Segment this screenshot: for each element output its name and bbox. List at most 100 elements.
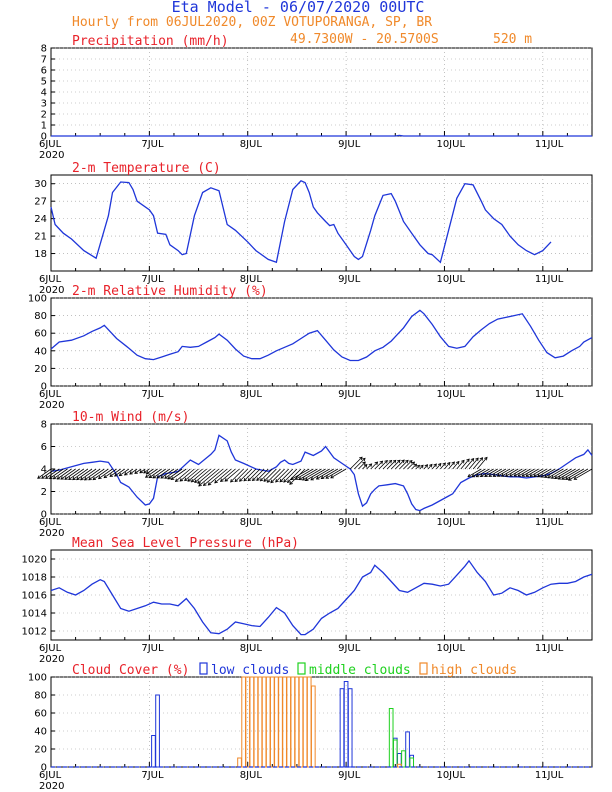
wind-arrow [467, 468, 482, 478]
wind-arrow [109, 468, 121, 477]
wind-arrow-head [83, 477, 88, 481]
wind-arrow-head [207, 481, 212, 486]
wind-arrow [98, 468, 113, 480]
wind-arrow [492, 468, 507, 477]
wind-arrow-head [388, 459, 393, 464]
wind-arrow-head [392, 459, 397, 464]
wind-arrow-head [143, 470, 147, 474]
cloud-bar [401, 750, 406, 768]
cloud-bar [269, 676, 275, 768]
wind-arrow-head [109, 473, 114, 477]
wind-arrow-head [279, 478, 284, 483]
cloud-bar [306, 676, 312, 768]
wind-arrow [203, 468, 224, 486]
wind-arrow-head [214, 479, 218, 484]
wind-arrow-head [379, 460, 384, 465]
wind-arrow-head [48, 475, 53, 480]
cloud-bar [274, 676, 279, 768]
x-year-label: 2020 [39, 400, 64, 411]
y-tick-label: 2 [41, 487, 47, 498]
wind-arrow [270, 468, 285, 483]
panel-4: 1012 1014 1016 1018 1020 6JUL 7JUL 8JUL 9JUL 10JU… [22, 536, 593, 665]
y-tick-label: 20 [34, 364, 47, 375]
wind-arrow-head [239, 478, 243, 482]
wind-arrow-head [384, 459, 388, 464]
wind-arrow [275, 468, 289, 483]
y-tick-label: 1 [41, 121, 47, 132]
wind-arrow-head [144, 474, 149, 478]
wind-arrow [289, 468, 306, 485]
y-tick-label: 1020 [22, 555, 47, 566]
wind-arrow [561, 468, 580, 480]
panel-title: 2-m Temperature (C) [72, 161, 221, 176]
wind-arrow [547, 468, 564, 479]
cloud-bar [392, 739, 398, 768]
legend-swatch [297, 662, 306, 675]
cloud-bar [155, 694, 160, 768]
wind-arrow-head [60, 476, 65, 480]
wind-arrow-head [41, 475, 45, 479]
wind-arrow-head [492, 473, 497, 477]
wind-arrow-head [64, 476, 68, 480]
wind-arrow-head [164, 475, 168, 479]
y-tick-label: 1012 [22, 627, 47, 638]
cloud-bar [253, 676, 259, 768]
cloud-bar [241, 676, 246, 768]
x-tick-label: 6JUL [39, 389, 62, 400]
wind-arrow [310, 468, 330, 481]
wind-arrow-head [179, 478, 184, 482]
wind-arrow-head [174, 478, 179, 482]
wind-arrow-head [294, 476, 299, 480]
wind-arrow-head [304, 477, 309, 482]
wind-arrow [103, 468, 117, 479]
wind-arrow [179, 468, 195, 482]
x-year-label: 2020 [39, 528, 64, 539]
wind-arrow-head [547, 474, 552, 479]
wind-arrow-head [509, 473, 513, 477]
wind-arrow [224, 468, 240, 482]
cloud-bar [151, 735, 156, 768]
wind-arrow-head [263, 478, 268, 482]
panel-3: 0 2 4 6 8 6JUL 7JUL 8JUL 9JUL 10JUL 11JUL 2020 10-m … [37, 410, 593, 539]
wind-arrow-head [289, 481, 293, 485]
cloud-bar [409, 757, 415, 768]
wind-arrow [266, 468, 281, 483]
wind-arrow [551, 468, 568, 479]
wind-arrow-head [145, 470, 150, 475]
panel-frame [50, 676, 593, 768]
legend-label: high clouds [431, 663, 517, 678]
wind-arrow [84, 468, 101, 481]
x-year-label: 2020 [39, 150, 64, 161]
x-tick-label: 8JUL [240, 643, 263, 654]
wind-arrow-head [56, 476, 61, 480]
wind-arrow [444, 462, 451, 470]
wind-arrow-head [275, 479, 279, 483]
wind-arrow [460, 458, 470, 470]
wind-arrow-head [148, 474, 153, 479]
wind-arrow-head [286, 479, 291, 484]
wind-arrow [540, 468, 556, 478]
wind-arrow-head [103, 474, 108, 479]
wind-arrow [501, 468, 515, 477]
wind-arrow [160, 468, 175, 479]
wind-arrow [152, 468, 166, 479]
wind-arrow-head [283, 479, 287, 483]
wind-arrow [290, 468, 310, 480]
wind-arrow [49, 468, 64, 479]
wind-arrow-head [442, 462, 446, 467]
wind-arrow [464, 458, 474, 470]
wind-arrow-head [467, 473, 472, 478]
chart-title: Eta Model - 06/07/2020 00UTC [172, 0, 425, 16]
y-tick-label: 30 [34, 179, 47, 190]
cloud-bar [278, 676, 283, 768]
wind-arrow-head [247, 477, 252, 482]
wind-arrow [394, 459, 405, 470]
x-year-label: 2020 [39, 285, 64, 296]
wind-arrow [521, 468, 535, 477]
wind-arrow-head [167, 475, 172, 480]
x-tick-label: 11JUL [535, 274, 564, 285]
wind-arrow [68, 468, 85, 480]
wind-arrow [358, 461, 366, 470]
y-tick-label: 100 [28, 294, 47, 305]
panel-frame [50, 549, 593, 641]
